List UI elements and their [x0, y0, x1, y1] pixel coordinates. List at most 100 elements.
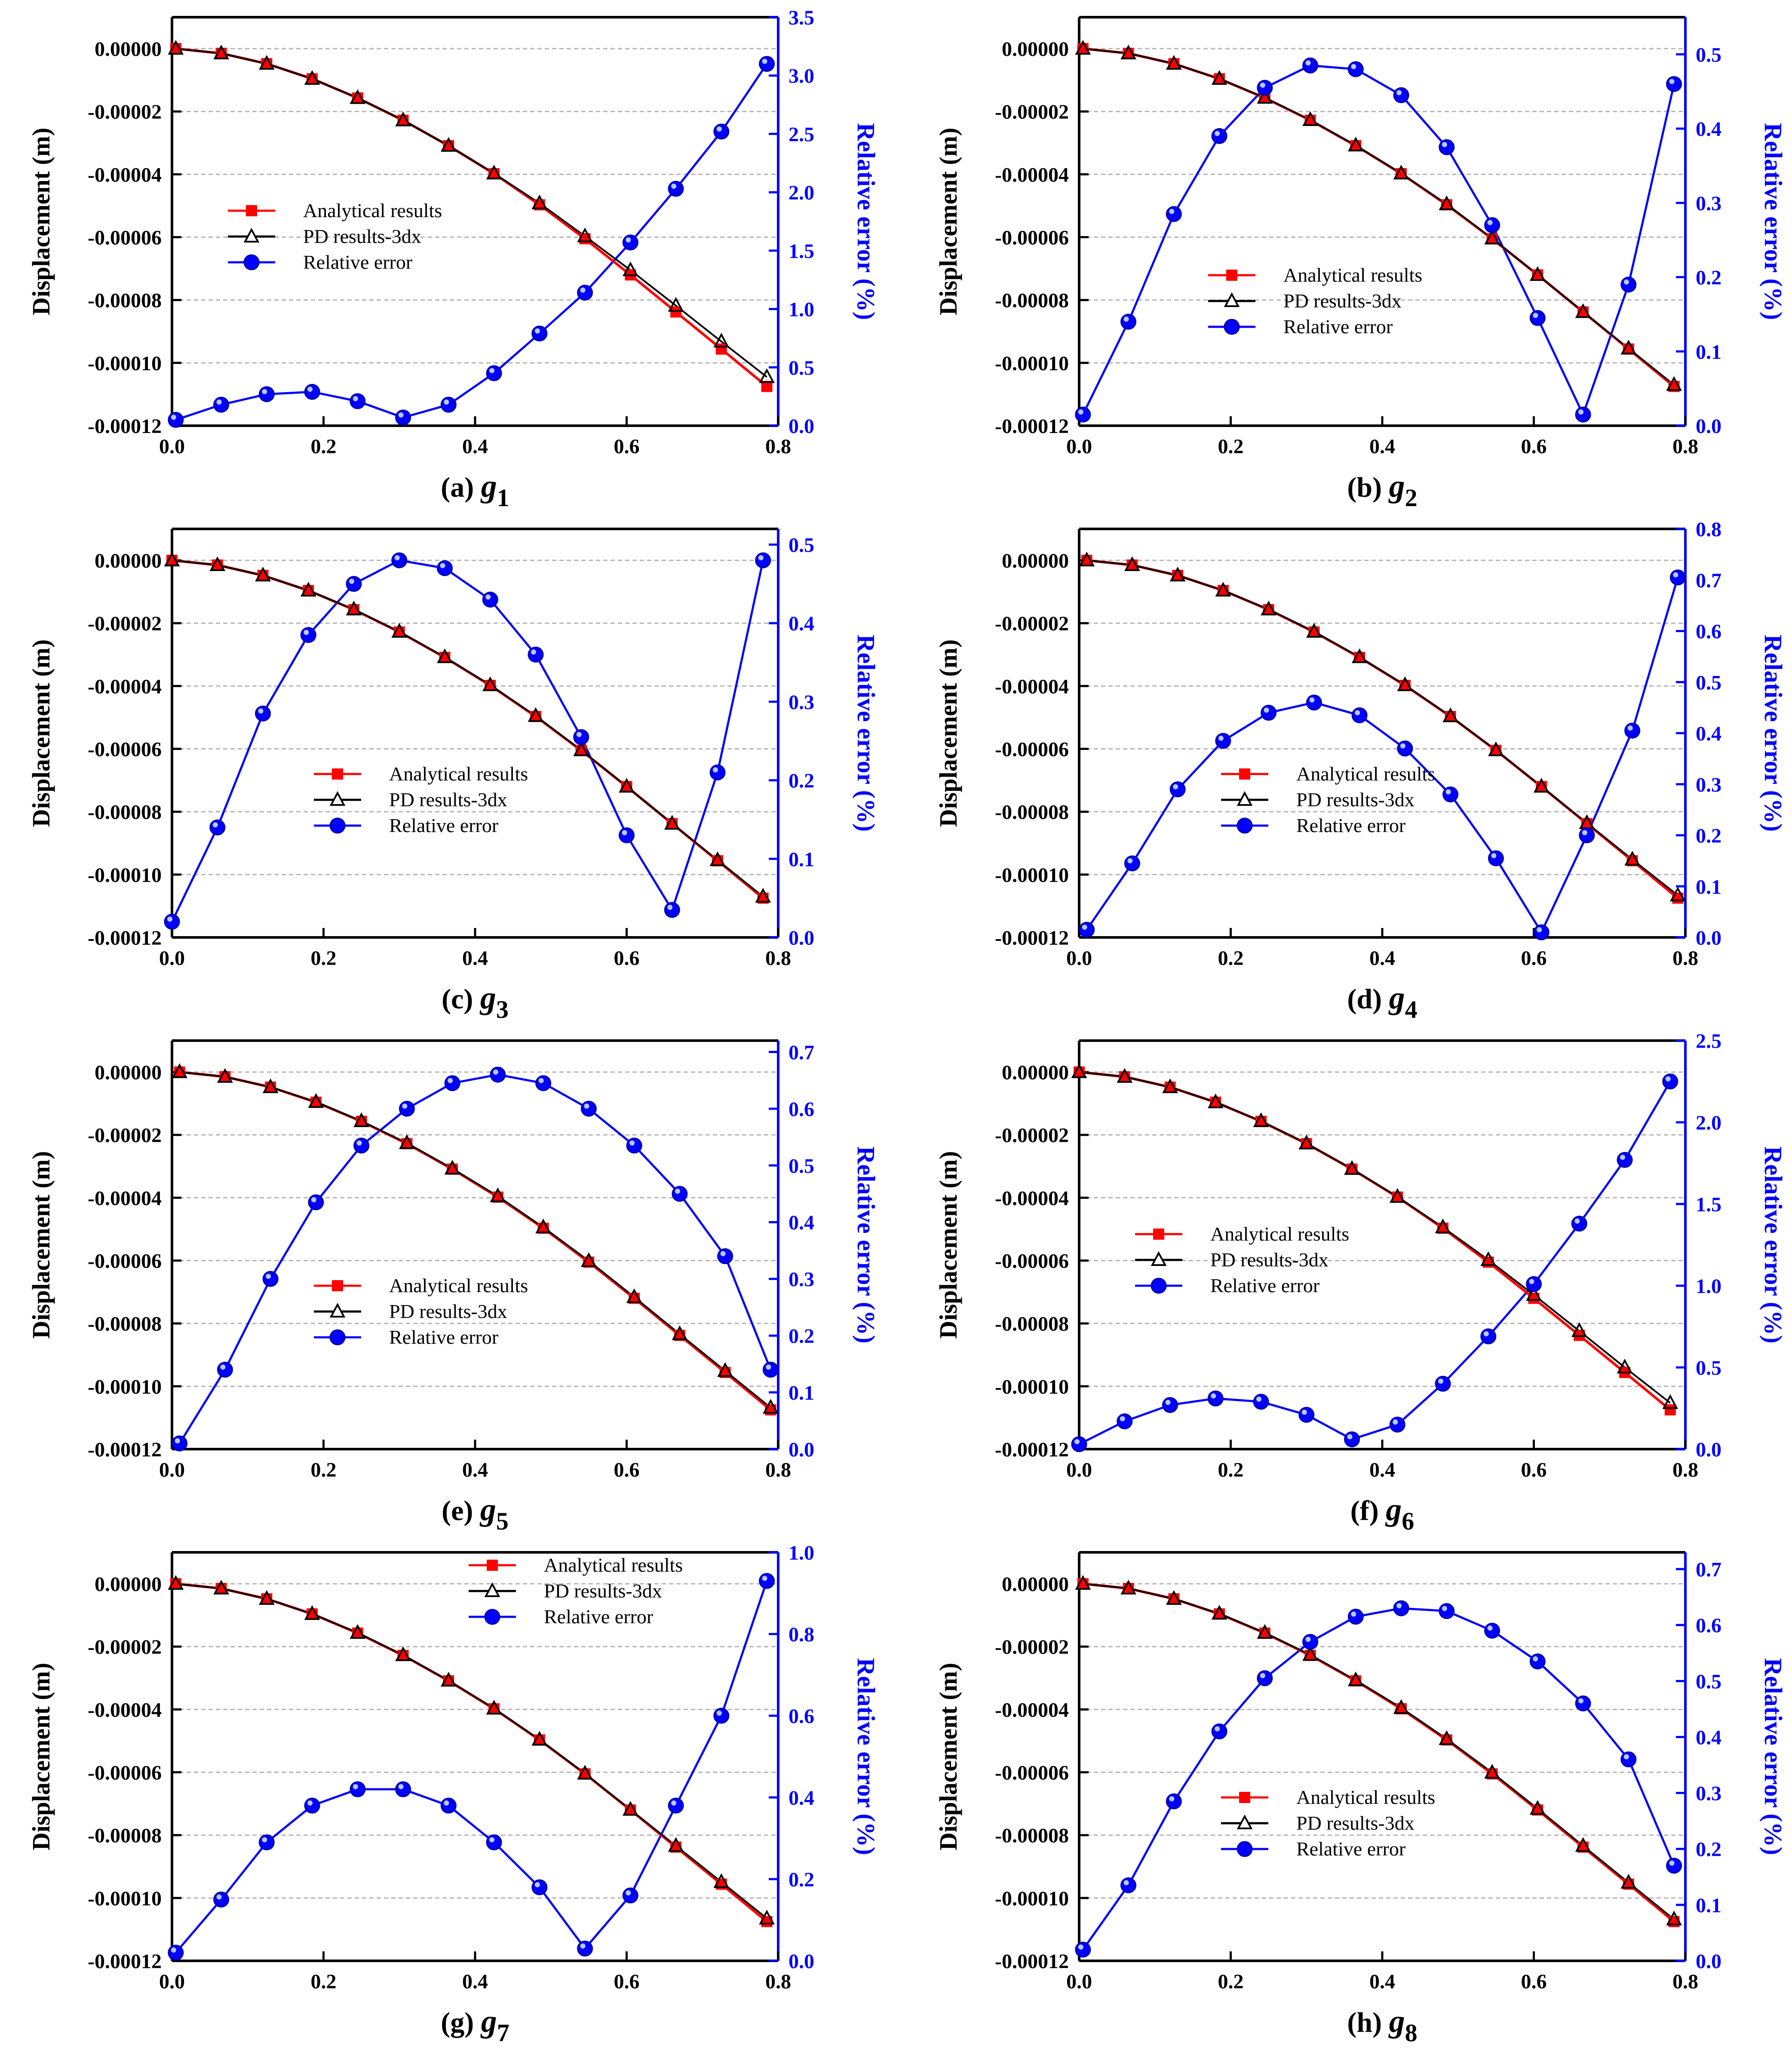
y-axis-title: Displacement (m): [27, 1663, 55, 1851]
y2-tick-label: 0.6: [1696, 620, 1721, 643]
pd-point: [300, 581, 316, 597]
relative-error-point-highlight: [258, 708, 264, 714]
relative-error-point: [1347, 61, 1364, 77]
legend-label: Analytical results: [1296, 1786, 1435, 1808]
relative-error-point-highlight: [444, 399, 449, 405]
relative-error-point-highlight: [1127, 858, 1133, 863]
relative-error-point: [482, 591, 498, 608]
x-tick-label: 0.2: [311, 947, 337, 970]
pd-point: [1306, 623, 1322, 638]
pd-point: [350, 1624, 366, 1639]
relative-error-point: [626, 1137, 642, 1154]
pd-point: [258, 1590, 275, 1605]
relative-error-point: [1575, 406, 1591, 423]
panel-caption-subscript: 7: [497, 2019, 509, 2047]
legend-label: Analytical results: [544, 1554, 683, 1576]
pd-point: [308, 1093, 324, 1108]
pd-point: [672, 1325, 688, 1340]
legend-marker-square: [1226, 270, 1237, 281]
panel-caption-subscript: 2: [1405, 484, 1418, 512]
legend-marker-square: [487, 1560, 498, 1571]
y-tick-label: -0.00002: [995, 1636, 1069, 1659]
relative-error-point: [1257, 1670, 1273, 1686]
y-tick-label: 0.00000: [1002, 550, 1069, 572]
y-axis-title: Displacement (m): [934, 1663, 962, 1851]
y2-tick-label: 0.7: [789, 1041, 814, 1064]
pd-point: [1480, 1251, 1497, 1266]
pd-point: [1442, 707, 1458, 722]
pd-point: [1211, 70, 1227, 85]
y-tick-label: -0.00008: [88, 289, 162, 312]
legend-marker-triangle: [329, 791, 346, 806]
y2-tick-label: 0.6: [789, 1705, 814, 1728]
pd-point: [440, 137, 457, 152]
pd-point: [1253, 1112, 1269, 1127]
legend-marker-triangle: [329, 1302, 346, 1318]
relative-error-point: [1124, 855, 1140, 872]
y2-tick-label: 0.0: [1696, 1438, 1721, 1461]
relative-error-point-highlight: [758, 555, 764, 561]
pd-point: [1533, 777, 1550, 793]
pd-point: [713, 1873, 730, 1888]
relative-error-point: [1579, 827, 1595, 843]
pd-point: [1439, 195, 1455, 210]
relative-error-point-highlight: [171, 1947, 176, 1953]
legend-marker-circle: [329, 817, 346, 834]
pd-point: [531, 194, 548, 209]
pd-point: [1120, 1579, 1136, 1595]
x-tick-label: 0.6: [614, 1459, 640, 1481]
relative-error-point-highlight: [1351, 1611, 1356, 1617]
relative-error-point: [1488, 850, 1504, 866]
relative-error-point-highlight: [1442, 142, 1447, 147]
y2-tick-label: 3.0: [789, 65, 814, 88]
relative-error-point-highlight: [444, 1800, 449, 1806]
relative-error-point-highlight: [1215, 1726, 1220, 1732]
relative-error-point-highlight: [402, 1103, 408, 1109]
y2-tick-label: 0.5: [1696, 43, 1721, 66]
pd-point: [168, 1575, 184, 1590]
y2-tick-label: 0.2: [1696, 1838, 1721, 1861]
series-line-relative-error: [171, 559, 764, 922]
relative-error-point: [1389, 1416, 1405, 1433]
relative-error-point-highlight: [489, 368, 495, 373]
relative-error-point: [1306, 694, 1322, 711]
panel-caption: (c) g3: [442, 980, 509, 1023]
pd-point: [1571, 1322, 1587, 1337]
y-tick-label: -0.00004: [995, 1699, 1069, 1721]
relative-error-point-highlight: [534, 328, 540, 334]
y-tick-label: -0.00004: [995, 163, 1069, 186]
relative-error-point: [580, 1100, 597, 1117]
y-tick-label: -0.00012: [88, 415, 162, 438]
y2-tick-label: 0.3: [789, 1268, 814, 1291]
y-tick-label: -0.00004: [88, 163, 162, 186]
analytical-point: [715, 343, 727, 355]
relative-error-point: [1071, 1436, 1087, 1453]
relative-error-point-highlight: [626, 1890, 631, 1895]
relative-error-point-highlight: [1396, 90, 1402, 95]
y-tick-label: 0.00000: [95, 38, 162, 61]
pd-point: [713, 332, 730, 348]
y-tick-label: -0.00008: [88, 1825, 162, 1847]
y-tick-label: -0.00008: [995, 289, 1069, 312]
pd-point: [1347, 1671, 1364, 1686]
relative-error-point-highlight: [1082, 925, 1087, 930]
relative-error-point-highlight: [1438, 1379, 1443, 1384]
y-tick-label: 0.00000: [1002, 1573, 1069, 1596]
y-axis-title: Displacement (m): [27, 128, 55, 316]
legend-marker-triangle: [1237, 791, 1253, 806]
relative-error-point: [1120, 313, 1137, 330]
relative-error-point-highlight: [394, 555, 400, 561]
relative-error-point-highlight: [489, 1837, 495, 1843]
relative-error-point-highlight: [1487, 220, 1493, 225]
series-line-relative-error: [1082, 1607, 1675, 1951]
y-tick-label: -0.00012: [995, 1438, 1069, 1461]
relative-error-point-highlight: [716, 1711, 722, 1716]
relative-error-point: [622, 234, 638, 251]
x-tick-label: 0.4: [1369, 1459, 1395, 1481]
relative-error-point-highlight: [1078, 409, 1083, 415]
y-tick-label: -0.00002: [88, 101, 162, 123]
relative-error-point-highlight: [311, 1197, 316, 1203]
y2-tick-label: 0.2: [789, 770, 814, 793]
pd-point: [1389, 1188, 1405, 1203]
pd-point: [709, 851, 726, 866]
